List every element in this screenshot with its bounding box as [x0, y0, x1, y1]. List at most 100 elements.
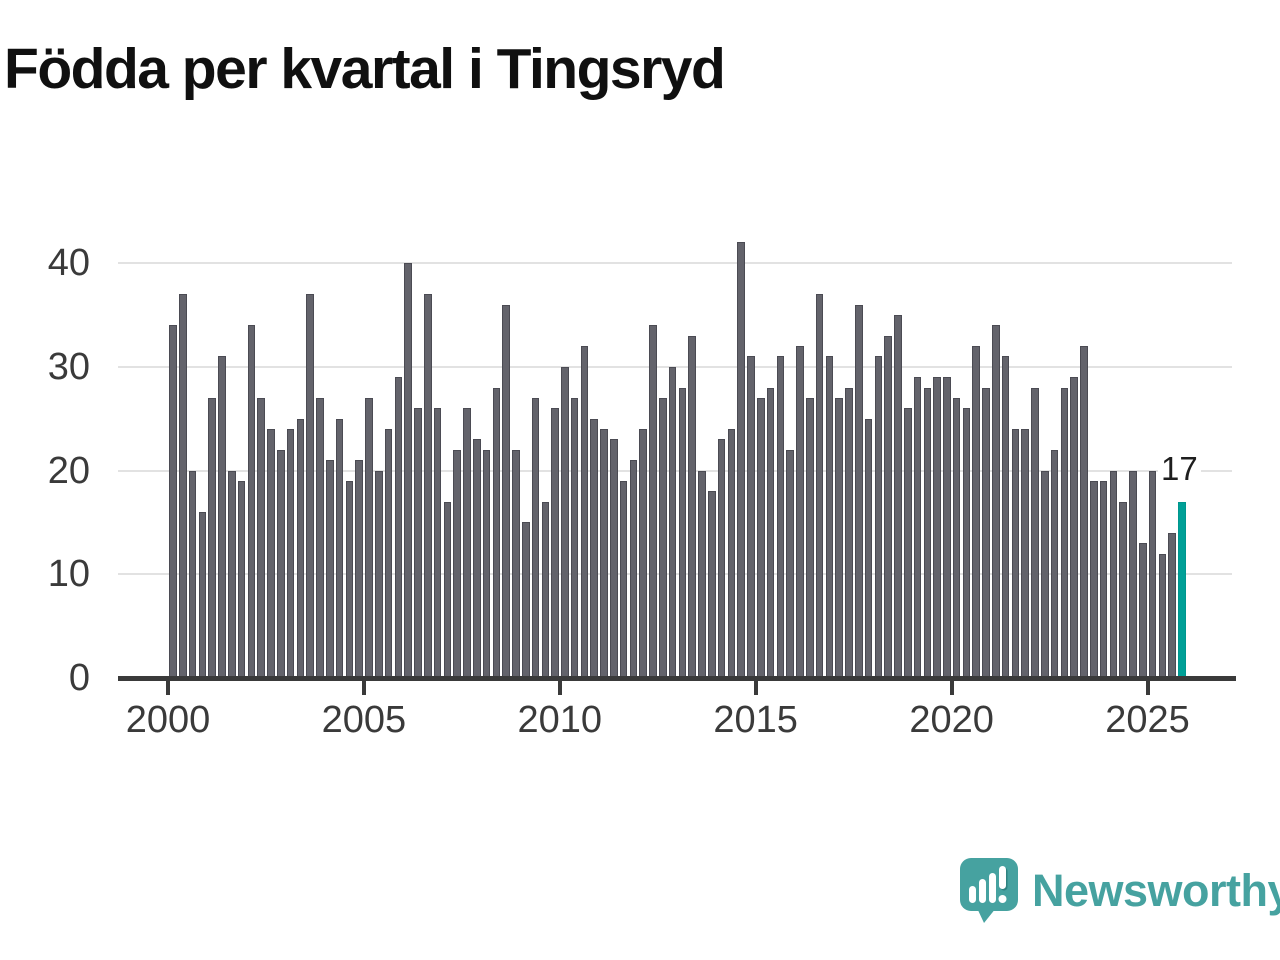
bar-2015-q1	[757, 397, 765, 678]
bar-2012-q3	[659, 397, 667, 678]
y-axis-label-40: 40	[47, 242, 90, 284]
x-axis-label-2010: 2010	[517, 699, 603, 741]
bar-2013-q2	[688, 335, 697, 678]
bar-2001-q4	[237, 480, 246, 678]
bar-2006-q4	[433, 408, 442, 678]
bar-2019-q1	[913, 377, 922, 678]
bar-2008-q2	[492, 387, 501, 678]
bar-2015-q4	[786, 449, 794, 678]
x-tick-2010	[557, 680, 562, 695]
bar-2005-q1	[365, 397, 373, 678]
bar-2012-q4	[668, 366, 677, 678]
y-axis-label-0: 0	[68, 657, 90, 699]
bar-2023-q4	[1099, 480, 1108, 678]
bar-2002-q2	[257, 397, 266, 678]
bar-2010-q3	[580, 346, 589, 678]
bar-2001-q1	[208, 397, 217, 678]
bar-2018-q4	[903, 408, 912, 678]
bar-2004-q1	[326, 460, 334, 678]
bar-2021-q2	[1001, 356, 1010, 678]
bar-2000-q2	[179, 294, 187, 678]
x-tick-2005	[361, 680, 366, 695]
bar-2024-q2	[1119, 501, 1127, 678]
bar-2014-q1	[717, 439, 726, 678]
bar-2012-q2	[649, 325, 657, 678]
bar-2011-q1	[600, 429, 608, 678]
bar-2025-q3	[1168, 532, 1176, 678]
bar-2009-q1	[521, 522, 530, 678]
bar-2010-q2	[570, 397, 579, 678]
bar-2023-q2	[1080, 346, 1088, 678]
bar-2022-q4	[1060, 387, 1069, 678]
newsworthy-logo-icon	[960, 858, 1018, 923]
bar-2007-q2	[453, 449, 461, 678]
bar-2013-q4	[708, 491, 716, 678]
bar-2007-q3	[463, 408, 471, 678]
y-axis-label-20: 20	[47, 449, 90, 492]
bar-2002-q4	[277, 449, 285, 678]
bar-2002-q3	[267, 429, 275, 678]
bar-2003-q3	[306, 294, 315, 678]
bar-2016-q1	[796, 346, 804, 678]
chart-title: Födda per kvartal i Tingsryd	[4, 37, 726, 101]
brand-footer: Newsworthy	[960, 858, 1280, 924]
bar-2009-q3	[541, 501, 550, 678]
bar-2006-q3	[423, 294, 432, 678]
bar-2022-q3	[1050, 449, 1059, 678]
bar-2021-q4	[1021, 429, 1030, 678]
y-axis-label-10: 10	[47, 553, 90, 596]
bar-2020-q2	[962, 408, 971, 678]
bar-2010-q4	[590, 418, 599, 678]
bar-2005-q3	[384, 429, 393, 678]
bar-2008-q4	[512, 449, 520, 678]
bar-2009-q2	[531, 397, 540, 678]
bar-2016-q2	[805, 397, 814, 678]
bar-2007-q4	[472, 439, 481, 678]
bar-2024-q3	[1129, 470, 1137, 678]
bar-2006-q1	[404, 263, 412, 678]
bar-2000-q3	[188, 470, 197, 678]
bar-2006-q2	[414, 408, 422, 678]
bar-2017-q3	[854, 304, 863, 678]
bar-2011-q3	[619, 480, 628, 678]
bar-2018-q1	[874, 356, 883, 678]
bar-2019-q2	[923, 387, 932, 678]
bar-2014-q2	[727, 429, 736, 678]
y-axis-label-30: 30	[47, 345, 90, 388]
bar-2021-q3	[1011, 429, 1020, 678]
bar-2023-q3	[1090, 480, 1098, 678]
x-axis-label-2025: 2025	[1105, 699, 1190, 741]
bar-2020-q1	[952, 397, 961, 678]
bar-2003-q4	[316, 397, 324, 678]
bar-2015-q3	[776, 356, 785, 678]
bar-2019-q3	[933, 377, 941, 678]
bar-2024-q4	[1139, 543, 1147, 678]
bar-2001-q3	[228, 470, 236, 678]
bar-2014-q3	[737, 242, 745, 678]
bar-2016-q3	[815, 294, 824, 678]
bar-2002-q1	[247, 325, 256, 678]
x-tick-2020	[949, 680, 954, 695]
bar-2009-q4	[551, 408, 559, 678]
x-tick-2000	[166, 680, 170, 695]
bar-2011-q4	[629, 460, 638, 678]
x-tick-2025	[1145, 680, 1150, 695]
bar-2025-q4	[1178, 501, 1186, 678]
gridline-y-40	[118, 262, 1232, 264]
x-axis-label-2015: 2015	[713, 699, 798, 741]
x-axis-label-2005: 2005	[321, 699, 407, 741]
bar-2018-q2	[884, 335, 892, 678]
x-axis-label-2020: 2020	[909, 699, 994, 741]
bar-2025-q1	[1148, 470, 1157, 678]
bar-2015-q2	[766, 387, 775, 678]
bar-2005-q2	[374, 470, 383, 678]
bar-2008-q1	[482, 449, 491, 678]
bar-2004-q2	[335, 418, 344, 678]
bar-2001-q2	[218, 356, 226, 678]
bar-2017-q2	[845, 387, 853, 678]
bar-2019-q4	[943, 377, 951, 678]
bar-2024-q1	[1109, 470, 1118, 678]
bar-2014-q4	[747, 356, 755, 678]
bar-2011-q2	[610, 439, 618, 678]
